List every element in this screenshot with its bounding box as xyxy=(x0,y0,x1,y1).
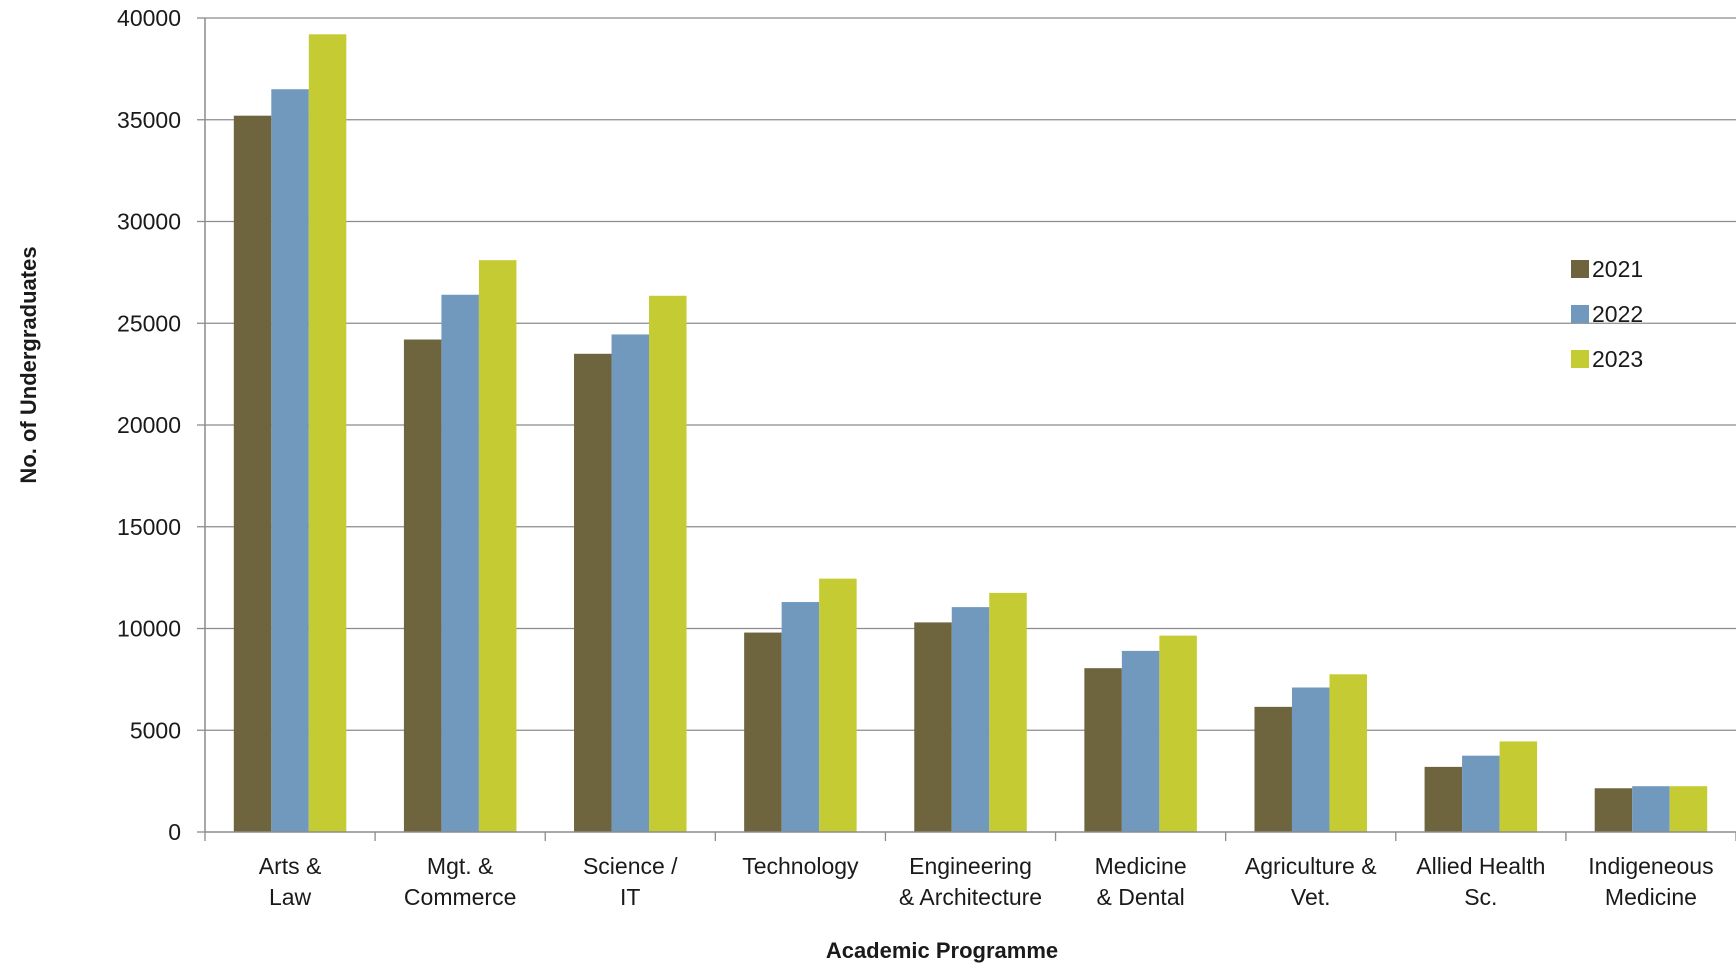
y-tick-label: 0 xyxy=(168,819,181,845)
bar-2021-3 xyxy=(744,632,782,832)
x-category-label: Indigeneous xyxy=(1588,853,1713,879)
bar-2022-3 xyxy=(781,602,820,832)
x-category-label: Arts & xyxy=(259,853,322,879)
y-tick-label: 20000 xyxy=(117,412,181,438)
x-category-label: Commerce xyxy=(404,884,516,910)
bar-2021-1 xyxy=(403,339,442,832)
bar-2023-7 xyxy=(1499,741,1538,832)
bar-2022-4 xyxy=(951,607,990,832)
y-tick-label: 30000 xyxy=(117,209,181,235)
legend-swatch-2023 xyxy=(1571,350,1589,368)
x-category-label: Medicine xyxy=(1095,853,1187,879)
legend-swatch-2022 xyxy=(1571,305,1589,323)
bar-2022-5 xyxy=(1121,650,1160,832)
x-category-label: IT xyxy=(620,884,640,910)
bar-2023-2 xyxy=(649,295,687,833)
y-tick-label: 40000 xyxy=(117,5,181,31)
bars xyxy=(233,34,1708,833)
y-tick-label: 5000 xyxy=(130,717,181,743)
bar-2023-1 xyxy=(478,260,517,832)
x-category-label: & Dental xyxy=(1097,884,1185,910)
x-axis-title: Academic Programme xyxy=(826,938,1058,963)
category-labels: Arts & Law Mgt. & Commerce Science / IT Techno… xyxy=(259,853,1714,910)
x-category-label: Technology xyxy=(742,853,859,879)
x-category-label: Agriculture & xyxy=(1245,853,1377,879)
bar-2022-1 xyxy=(441,294,479,832)
bar-2022-0 xyxy=(271,89,309,833)
x-category-label: Allied Health xyxy=(1416,853,1545,879)
legend-swatch-2021 xyxy=(1571,260,1589,278)
bar-2021-4 xyxy=(914,622,952,832)
x-category-label: Science / xyxy=(583,853,678,879)
bar-2022-6 xyxy=(1291,687,1330,832)
bar-2023-3 xyxy=(819,578,857,832)
y-axis-title: No. of Undergraduates xyxy=(16,246,41,483)
x-category-label: Vet. xyxy=(1291,884,1331,910)
x-category-label: Medicine xyxy=(1605,884,1697,910)
x-category-label: Law xyxy=(269,884,312,910)
x-category-label: & Architecture xyxy=(899,884,1042,910)
bar-2022-2 xyxy=(611,334,650,832)
x-category-label: Mgt. & xyxy=(427,853,493,879)
y-tick-label: 35000 xyxy=(117,107,181,133)
bar-2021-8 xyxy=(1594,788,1633,832)
bar-2023-0 xyxy=(308,34,347,832)
bar-2023-8 xyxy=(1669,786,1708,832)
bar-2022-8 xyxy=(1632,786,1670,832)
legend: 2021 2022 2023 xyxy=(1571,256,1643,372)
legend-label-2022: 2022 xyxy=(1592,301,1643,327)
bar-2022-7 xyxy=(1462,755,1500,832)
bar-2021-2 xyxy=(574,353,612,832)
legend-label-2021: 2021 xyxy=(1592,256,1643,282)
bar-2023-5 xyxy=(1159,635,1197,832)
bar-2021-5 xyxy=(1084,668,1122,832)
y-tick-label: 10000 xyxy=(117,616,181,642)
bar-2021-7 xyxy=(1424,766,1463,832)
y-tick-label: 15000 xyxy=(117,514,181,540)
y-tick-label: 25000 xyxy=(117,310,181,336)
x-category-label: Engineering xyxy=(909,853,1032,879)
legend-label-2023: 2023 xyxy=(1592,346,1643,372)
bar-2023-4 xyxy=(989,592,1027,832)
bar-2023-6 xyxy=(1329,674,1367,832)
bar-2021-0 xyxy=(233,115,272,833)
x-category-label: Sc. xyxy=(1464,884,1497,910)
tick-labels: 0 5000 10000 15000 20000 25000 30000 35000 40000 xyxy=(117,5,205,845)
bar-2021-6 xyxy=(1254,706,1292,832)
